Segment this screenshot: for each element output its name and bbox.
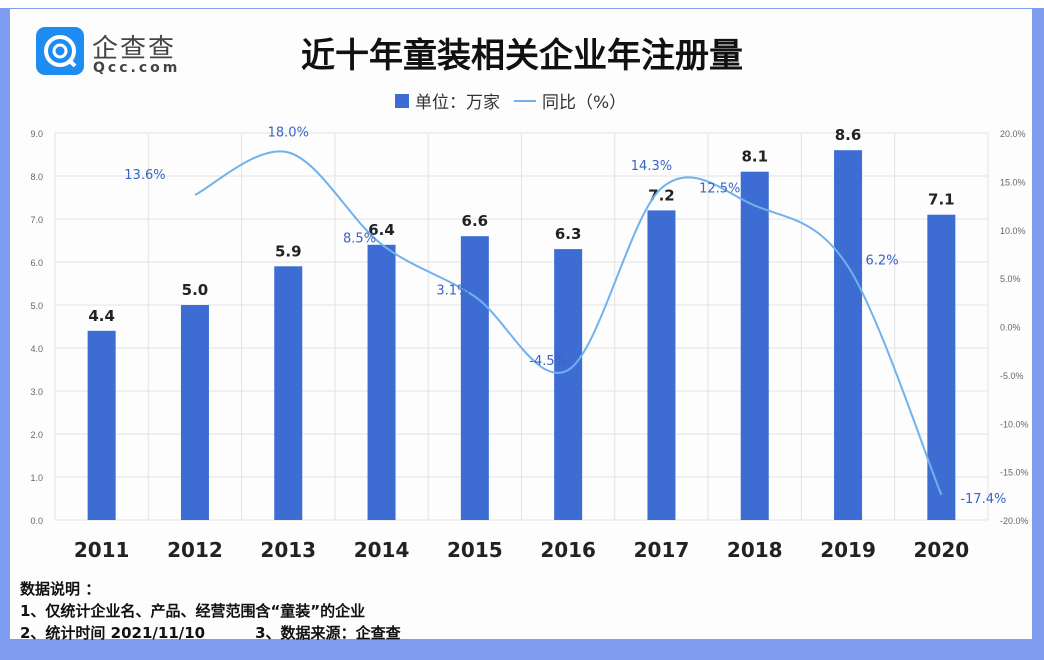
logo-text: 企查查	[92, 34, 177, 64]
logo-domain: Qcc.com	[93, 60, 181, 76]
x-tick-label: 2016	[540, 538, 596, 562]
legend-line-label: 同比（%）	[542, 93, 627, 113]
legend-line-swatch	[514, 99, 536, 102]
bar	[740, 171, 769, 520]
line-data-label: 12.5%	[699, 182, 740, 197]
line-data-label: 14.3%	[631, 159, 672, 174]
chart-title: 近十年童装相关企业年注册量	[301, 36, 743, 76]
x-tick-label: 2020	[914, 538, 970, 562]
line-data-label: 13.6%	[124, 168, 165, 183]
y-right-tick-label: 5.0%	[1000, 274, 1021, 284]
y-right-tick-label: 15.0%	[1000, 177, 1026, 187]
notes-heading: 数据说明 ：	[20, 580, 101, 598]
bar	[647, 210, 676, 520]
y-right-tick-label: -10.0%	[1000, 419, 1029, 429]
y-left-tick-label: 6.0	[30, 258, 43, 268]
bar-data-label: 5.0	[182, 281, 209, 299]
bar	[180, 305, 209, 520]
data-notes: 数据说明 ： 1、仅统计企业名、产品、经营范围含“童装”的企业 2、统计时间 2…	[20, 578, 401, 644]
bar-data-label: 6.6	[462, 212, 489, 230]
bar	[367, 244, 396, 521]
y-left-tick-label: 7.0	[30, 215, 43, 225]
bar-data-label: 6.3	[555, 225, 582, 243]
line-data-label: 6.2%	[866, 254, 899, 269]
line-data-label: 3.1%	[436, 284, 469, 299]
bar	[460, 236, 489, 520]
y-left-tick-label: 4.0	[30, 344, 43, 354]
x-tick-label: 2014	[354, 538, 410, 562]
x-tick-label: 2011	[74, 538, 130, 562]
legend-bar-label: 单位：万家	[415, 93, 500, 113]
bar	[834, 150, 863, 520]
line-data-label: 18.0%	[268, 125, 309, 140]
y-right-tick-label: -20.0%	[1000, 516, 1029, 526]
x-tick-label: 2012	[167, 538, 223, 562]
notes-line2b: 3、数据来源：企查查	[255, 624, 401, 642]
line-data-label: -4.5%	[529, 354, 567, 369]
qcc-logo-icon	[36, 27, 84, 75]
yoy-line	[194, 150, 943, 496]
y-left-tick-label: 9.0	[30, 129, 43, 139]
bar-data-label: 7.2	[648, 186, 675, 204]
notes-line2a: 2、统计时间 2021/11/10	[20, 624, 206, 642]
bar-data-label: 8.1	[741, 148, 768, 166]
bar	[554, 249, 583, 520]
x-tick-label: 2015	[447, 538, 503, 562]
x-tick-label: 2018	[727, 538, 783, 562]
bar	[274, 266, 303, 520]
y-left-tick-label: 3.0	[30, 387, 43, 397]
x-tick-label: 2013	[260, 538, 316, 562]
y-right-tick-label: 0.0%	[1000, 323, 1021, 333]
bar	[927, 214, 956, 520]
y-left-tick-label: 5.0	[30, 301, 43, 311]
y-left-tick-label: 2.0	[30, 430, 43, 440]
bar-data-label: 6.4	[368, 221, 395, 239]
legend: 单位：万家 同比（%）	[395, 88, 626, 113]
notes-line1: 1、仅统计企业名、产品、经营范围含“童装”的企业	[20, 602, 366, 620]
x-tick-label: 2017	[634, 538, 690, 562]
line-data-label: 8.5%	[343, 231, 376, 246]
y-left-tick-label: 1.0	[30, 473, 43, 483]
y-left-tick-label: 8.0	[30, 172, 43, 182]
line-data-label: -17.4%	[960, 492, 1006, 507]
x-tick-label: 2019	[820, 538, 876, 562]
bar-data-label: 4.4	[88, 307, 115, 325]
y-left-tick-label: 0.0	[30, 516, 43, 526]
y-right-tick-label: 10.0%	[1000, 226, 1026, 236]
bar	[87, 330, 116, 520]
bar-data-label: 7.1	[928, 191, 955, 209]
legend-bar-swatch	[395, 93, 409, 108]
bar-data-label: 5.9	[275, 242, 302, 260]
bar-data-label: 8.6	[835, 126, 862, 144]
y-right-tick-label: 20.0%	[1000, 129, 1026, 139]
y-right-tick-label: -5.0%	[1000, 371, 1024, 381]
y-right-tick-label: -15.0%	[1000, 468, 1029, 478]
